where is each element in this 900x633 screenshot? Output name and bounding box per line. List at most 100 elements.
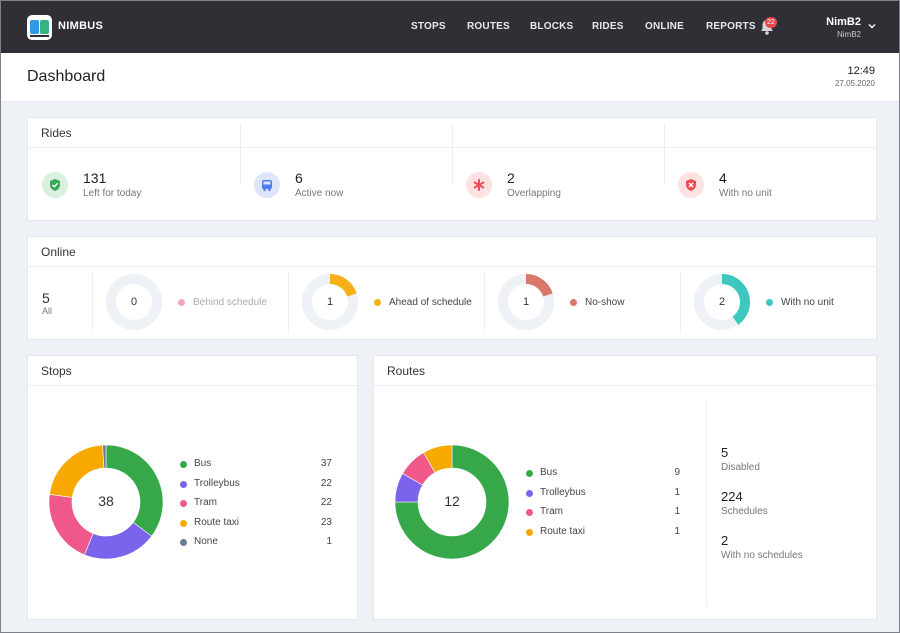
legend-item[interactable]: Bus 9 xyxy=(526,467,680,481)
legend-item[interactable]: Tram 22 xyxy=(180,497,332,511)
legend-dot xyxy=(180,519,187,527)
online-all-value: 5 xyxy=(42,290,50,306)
donut-slice-bus[interactable] xyxy=(105,444,164,537)
legend-item[interactable]: Tram 1 xyxy=(526,506,680,520)
ride-stat-no-unit[interactable]: 4 With no unit xyxy=(664,148,876,214)
chevron-down-icon[interactable] xyxy=(868,22,876,30)
legend-count: 22 xyxy=(320,477,332,489)
route-stat-label: Disabled xyxy=(721,462,760,473)
ride-label: With no unit xyxy=(719,188,772,199)
routes-donut-chart xyxy=(394,444,510,560)
current-date: 27.05.2020 xyxy=(834,79,875,88)
brand-name[interactable]: NIMBUS xyxy=(58,20,104,32)
routes-total: 12 xyxy=(444,493,460,509)
asterisk-icon xyxy=(466,172,492,198)
ring-value: 1 xyxy=(522,296,530,308)
ride-stat-overlapping[interactable]: 2 Overlapping xyxy=(452,148,664,214)
route-stat-value: 224 xyxy=(721,489,743,504)
nav-reports[interactable]: REPORTS xyxy=(706,21,756,32)
ring-value: 1 xyxy=(326,296,334,308)
online-status-label[interactable]: With no unit xyxy=(781,297,834,308)
online-ring-chart xyxy=(498,274,554,330)
legend-label: Trolleybus xyxy=(194,477,240,489)
current-time: 12:49 xyxy=(847,65,875,77)
routes-card: Routes 12 Bus 9 Trolleybus 1 Tram 1 Route taxi… xyxy=(373,355,877,620)
ride-label: Overlapping xyxy=(507,188,561,199)
route-stat-value: 2 xyxy=(721,533,729,548)
ride-value: 2 xyxy=(507,170,515,186)
legend-item[interactable]: None 1 xyxy=(180,536,332,550)
nav-rides[interactable]: RIDES xyxy=(592,21,624,32)
stops-total: 38 xyxy=(98,493,114,509)
legend-dot xyxy=(180,480,187,488)
legend-label: Tram xyxy=(540,506,563,517)
legend-dot xyxy=(526,489,533,497)
legend-label: None xyxy=(194,536,218,547)
legend-dot xyxy=(766,299,773,306)
legend-item[interactable]: Bus 37 xyxy=(180,458,332,472)
ride-label: Active now xyxy=(295,188,344,199)
ride-label: Left for today xyxy=(83,188,142,199)
nav-online[interactable]: ONLINE xyxy=(645,21,684,32)
legend-label: Trolleybus xyxy=(540,486,586,498)
legend-item[interactable]: Route taxi 23 xyxy=(180,517,332,531)
legend-item[interactable]: Route taxi 1 xyxy=(526,526,680,540)
legend-dot xyxy=(180,461,187,468)
legend-dot xyxy=(570,299,577,306)
legend-count: 37 xyxy=(320,458,332,469)
legend-count: 1 xyxy=(674,486,680,498)
user-name[interactable]: NimB2 xyxy=(826,16,861,28)
online-status-label[interactable]: Behind schedule xyxy=(193,297,267,308)
online-status-label[interactable]: No-show xyxy=(585,297,625,308)
nimbus-logo-icon[interactable] xyxy=(27,15,52,40)
page-header: Dashboard 12:49 27.05.2020 xyxy=(1,53,899,102)
nav-stops[interactable]: STOPS xyxy=(411,21,446,32)
legend-dot xyxy=(526,528,533,536)
legend-count: 1 xyxy=(674,506,680,517)
donut-slice-route-taxi[interactable] xyxy=(49,444,105,498)
online-ring-chart xyxy=(302,274,358,330)
stops-card: Stops 38 Bus 37 Trolleybus 22 Tram 22 Route ta… xyxy=(27,355,358,620)
notification-badge: 22 xyxy=(765,17,777,28)
legend-dot xyxy=(178,299,185,306)
legend-item[interactable]: Trolleybus 22 xyxy=(180,478,332,492)
donut-slice-none[interactable] xyxy=(102,444,107,469)
ring-value: 2 xyxy=(718,296,726,308)
ride-value: 4 xyxy=(719,170,727,186)
legend-item[interactable]: Trolleybus 1 xyxy=(526,487,680,501)
online-ring-chart xyxy=(106,274,162,330)
donut-slice-bus[interactable] xyxy=(394,444,510,560)
ride-stat-left-today[interactable]: 131 Left for today xyxy=(28,148,240,214)
online-status-label[interactable]: Ahead of schedule xyxy=(389,297,472,308)
legend-count: 1 xyxy=(674,525,680,537)
shield-x-icon xyxy=(678,172,704,198)
online-card: Online 5 All 0 Behind schedule 1 Ahead of s… xyxy=(27,236,877,340)
legend-count: 1 xyxy=(326,536,332,547)
bus-icon xyxy=(254,172,280,198)
route-stat-value: 5 xyxy=(721,445,729,460)
ride-value: 6 xyxy=(295,170,303,186)
online-all-label: All xyxy=(42,306,53,316)
ring-arc xyxy=(694,274,750,330)
legend-dot xyxy=(526,470,533,477)
nav-blocks[interactable]: BLOCKS xyxy=(530,21,574,32)
legend-count: 22 xyxy=(320,497,332,508)
stops-title: Stops xyxy=(41,364,72,378)
ride-stat-active-now[interactable]: 6 Active now xyxy=(240,148,452,214)
ring-arc xyxy=(498,274,554,330)
legend-label: Tram xyxy=(194,497,217,508)
donut-slice-route-taxi[interactable] xyxy=(423,444,453,473)
legend-count: 9 xyxy=(674,467,680,478)
legend-dot xyxy=(374,299,381,306)
legend-label: Route taxi xyxy=(194,516,240,528)
stops-donut-chart xyxy=(48,444,164,560)
user-subtitle: NimB2 xyxy=(836,30,861,39)
online-ring-chart xyxy=(694,274,750,330)
legend-label: Bus xyxy=(540,467,558,478)
rides-card: Rides 131 Left for today 6 Active now 2 … xyxy=(27,117,877,221)
route-stat-label: With no schedules xyxy=(721,550,803,561)
routes-title: Routes xyxy=(387,364,426,378)
legend-label: Route taxi xyxy=(540,525,586,537)
legend-dot xyxy=(526,509,533,516)
nav-routes[interactable]: ROUTES xyxy=(467,21,510,32)
